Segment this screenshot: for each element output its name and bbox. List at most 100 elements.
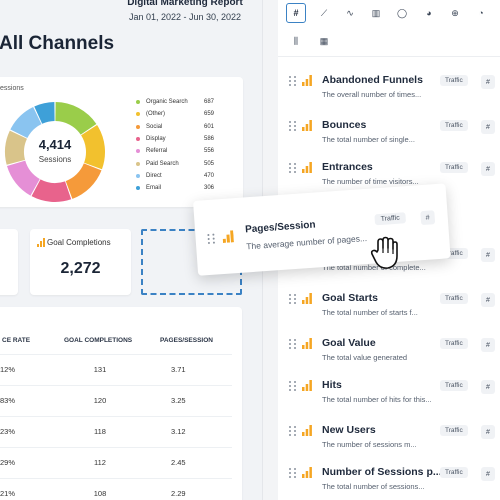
drag-handle-icon[interactable] [289,163,296,173]
drag-handle-icon[interactable] [289,294,296,304]
metric-name: New Users [322,424,376,436]
table-row[interactable]: 12% 131 3.71 [0,365,242,389]
table-cell: 23% [0,427,16,436]
bar-chart-icon [302,120,312,131]
table-row[interactable]: 83% 120 3.25 [0,396,242,420]
column-chart-icon[interactable]: ⫼ [293,35,299,46]
bar-chart-icon[interactable]: ▥ [371,7,381,18]
row-divider [0,354,232,355]
donut-legend: Organic Search 687 (Other) 659 Social 60… [136,96,214,194]
legend-label: Paid Search [146,160,179,167]
legend-swatch [136,100,140,105]
table-cell: 21% [0,489,16,498]
hash-icon[interactable]: # [481,293,495,307]
pie-icon[interactable]: ◕ [426,8,432,18]
legend-swatch [136,124,140,129]
donut-slice [34,102,55,124]
metric-item[interactable]: Bounces The total number of single... Tr… [278,117,500,159]
column-header[interactable]: PAGES/SESSION [160,337,213,344]
table-row[interactable]: 21% 108 2.29 [0,489,242,500]
legend-swatch [136,173,140,178]
gauge-icon[interactable]: ◔ [478,8,484,18]
metric-item[interactable]: Hits The total number of hits for this..… [278,377,500,419]
table-cell: 12% [0,365,16,374]
legend-item: Organic Search 687 [136,96,214,108]
hash-icon[interactable]: # [481,120,495,134]
bar-chart-icon [302,75,312,86]
drag-handle-icon[interactable] [207,233,216,245]
table-cell: 120 [93,396,107,405]
legend-value: 306 [203,185,214,192]
table-cell: 118 [94,427,106,436]
table-cell: 112 [94,458,106,467]
sessions-donut-chart: 4,414 Sessions [4,102,105,202]
donut-slice [10,107,42,139]
table-row[interactable]: 29% 112 2.45 [0,458,242,482]
dragged-metric-card[interactable]: Pages/Session The average number of page… [193,183,451,276]
donut-icon[interactable]: ◯ [396,7,408,18]
donut-slice [65,163,102,199]
hash-icon[interactable]: # [481,425,495,439]
table-cell: 131 [93,365,107,374]
hash-icon[interactable]: # [481,248,495,262]
table-cell: 2.29 [171,489,186,498]
hash-icon[interactable]: # [286,3,306,23]
channels-table: CE RATE GOAL COMPLETIONS PAGES/SESSION 1… [0,307,242,500]
table-cell: 83% [0,396,16,405]
hash-icon[interactable]: # [481,338,495,352]
drag-handle-icon[interactable] [289,76,296,86]
table-cell: 3.71 [171,365,186,374]
metric-name: Abandoned Funnels [322,74,423,86]
table-cell: 3.25 [171,396,186,405]
sessions-donut-widget[interactable]: essions 4,414 Sessions Organic Search 68… [0,77,243,207]
metric-name: Entrances [322,161,373,173]
goal-completions-widget[interactable]: Goal Completions 2,272 [30,229,131,295]
legend-value: 505 [203,160,214,167]
hash-icon[interactable]: # [481,75,495,89]
row-divider [0,385,232,386]
metric-item[interactable]: Goal Value The total value generated Tra… [278,335,500,377]
drag-handle-icon[interactable] [289,339,296,349]
bar-chart-icon [302,380,312,391]
table-cell: 3.12 [171,427,186,436]
column-header[interactable]: CE RATE [2,337,31,344]
table-row[interactable]: 23% 118 3.12 [0,427,242,451]
legend-item: Paid Search 505 [136,157,214,169]
metric-item[interactable]: Number of Sessions p... The total number… [278,464,500,500]
legend-value: 601 [203,123,214,130]
drag-handle-icon[interactable] [289,121,296,131]
globe-icon[interactable]: ⊕ [451,7,459,18]
legend-label: Direct [146,172,162,179]
drag-handle-icon[interactable] [289,468,296,478]
stat-card-partial[interactable] [0,229,18,295]
line-chart-icon[interactable]: ⟋ [320,7,328,18]
donut-slice [31,179,72,202]
drag-handle-icon[interactable] [289,381,296,391]
legend-swatch [136,186,140,191]
metric-item[interactable]: Goal Starts The total number of starts f… [278,290,500,332]
column-header[interactable]: GOAL COMPLETIONS [64,337,133,344]
metric-description: The total number of complete... [322,263,426,272]
hash-icon[interactable]: # [481,380,495,394]
metric-name: Bounces [322,119,367,131]
category-badge: Traffic [440,120,468,131]
bar-chart-icon [302,293,312,304]
metric-item[interactable]: New Users The number of sessions m... Tr… [278,422,500,464]
legend-value: 687 [203,99,214,106]
metric-name: Goal Starts [322,292,379,304]
hash-icon[interactable]: # [481,467,495,481]
drag-handle-icon[interactable] [289,426,296,436]
metric-item[interactable]: Entrances The number of time visitors...… [278,159,500,201]
hash-icon[interactable]: # [481,162,495,176]
table-icon[interactable]: ▦ [319,35,329,46]
legend-label: Email [146,185,162,192]
bar-chart-icon [302,162,312,173]
bar-chart-icon [302,425,312,436]
bar-chart-icon [222,230,234,244]
wave-chart-icon[interactable]: ∿ [346,7,354,18]
metric-description: The total number of sessions... [322,482,425,491]
hash-icon[interactable]: # [420,210,436,226]
metric-item[interactable]: Abandoned Funnels The overall number of … [278,72,500,114]
legend-value: 556 [203,148,214,155]
goal-completions-label: Goal Completions [47,238,111,247]
